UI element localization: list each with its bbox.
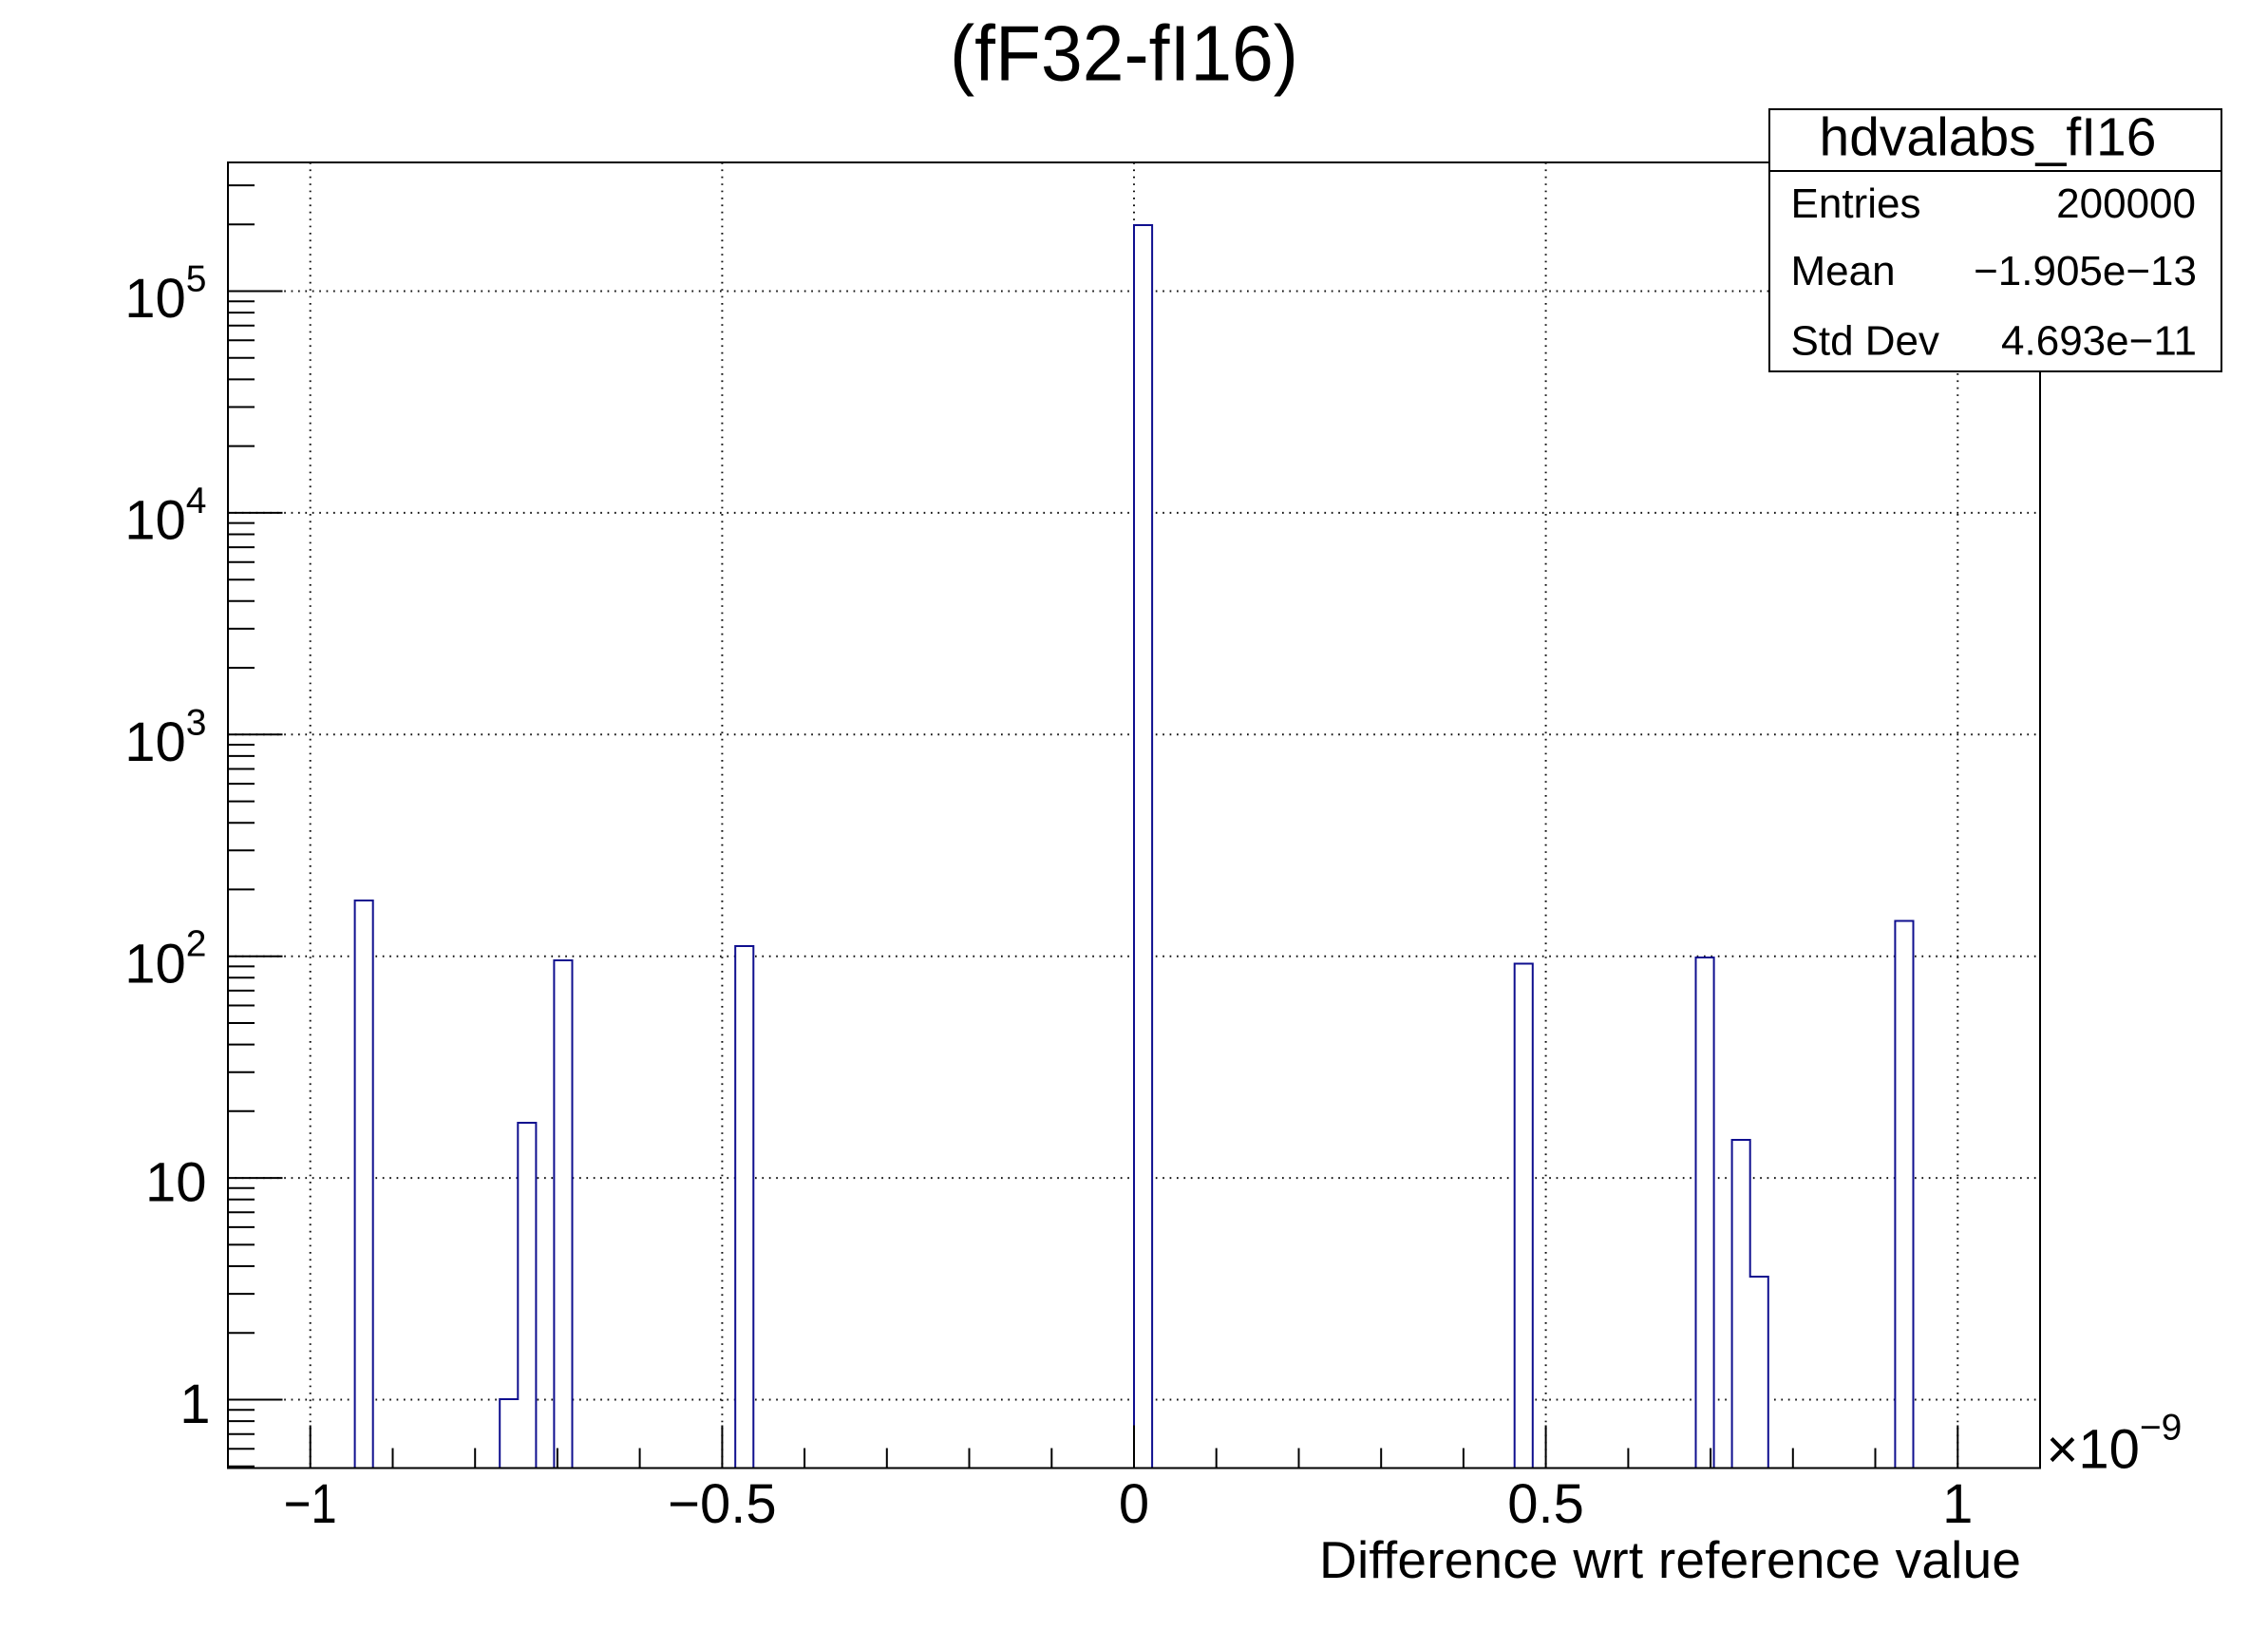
svg-text:0: 0 (1119, 1473, 1149, 1535)
svg-text:hdvalabs_fI16: hdvalabs_fI16 (1820, 107, 2157, 168)
svg-text:Entries: Entries (1791, 180, 1921, 227)
svg-text:10: 10 (145, 1152, 207, 1214)
svg-text:Std Dev: Std Dev (1791, 318, 1940, 365)
svg-text:Difference wrt reference value: Difference wrt reference value (1319, 1530, 2021, 1589)
svg-text:×10−9: ×10−9 (2047, 1408, 2183, 1481)
svg-text:1: 1 (180, 1374, 210, 1435)
svg-text:4.693e−11: 4.693e−11 (2001, 318, 2197, 365)
svg-text:102: 102 (124, 924, 206, 995)
svg-text:1: 1 (1942, 1473, 1973, 1535)
svg-text:−1.905e−13: −1.905e−13 (1974, 248, 2197, 294)
svg-text:Mean: Mean (1791, 248, 1896, 294)
svg-text:200000: 200000 (2056, 180, 2196, 227)
svg-text:−1: −1 (284, 1473, 337, 1535)
svg-text:−0.5: −0.5 (668, 1473, 777, 1535)
svg-text:0.5: 0.5 (1507, 1473, 1584, 1535)
svg-text:(fF32-fI16): (fF32-fI16) (950, 9, 1298, 98)
